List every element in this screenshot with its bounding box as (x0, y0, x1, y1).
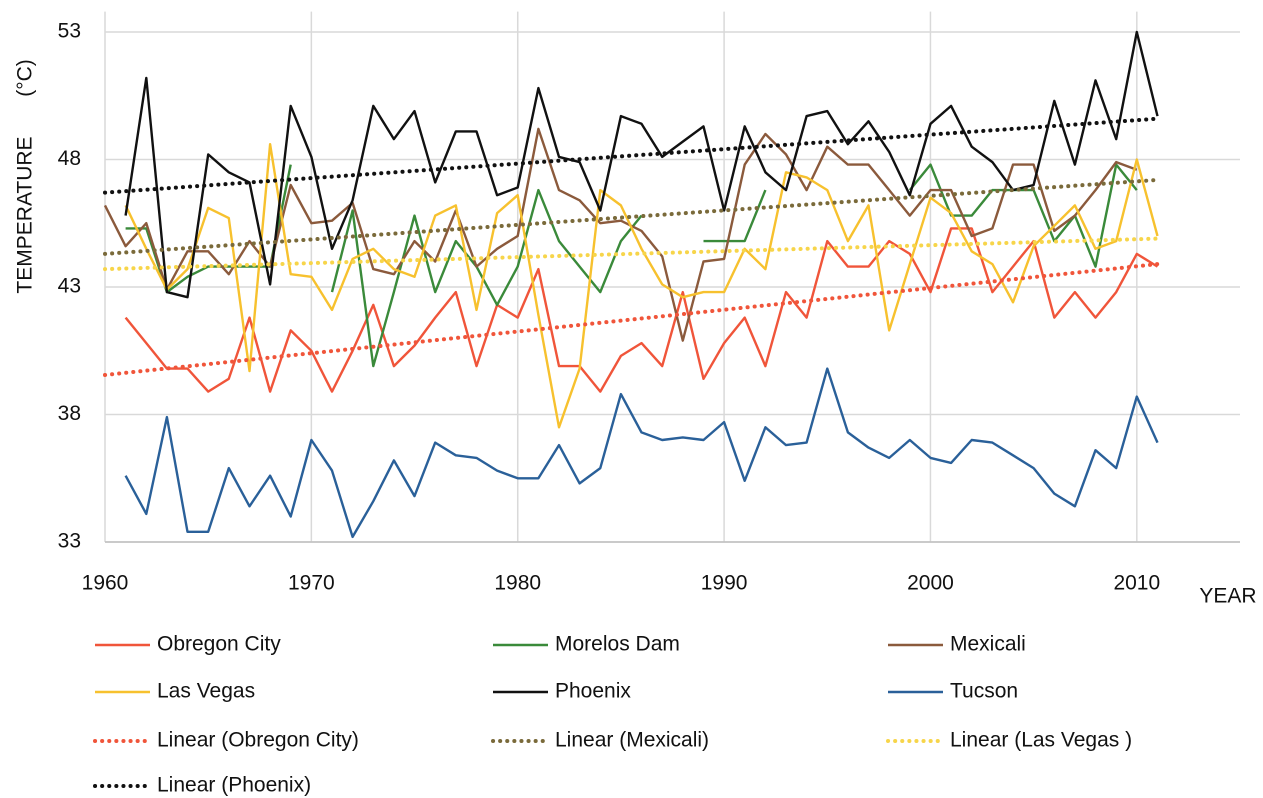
y-tick-label: 38 (58, 402, 81, 425)
series-line (124, 143, 1159, 429)
x-tick-label: 1960 (82, 572, 129, 595)
trend-line (103, 262, 1160, 377)
y-tick-label: 53 (58, 20, 81, 43)
x-axis-label: YEAR (1199, 585, 1256, 608)
legend-label: Mexicali (950, 633, 1026, 656)
legend-label: Tucson (950, 680, 1018, 703)
series-line (125, 163, 1138, 368)
y-tick-label: 43 (58, 275, 81, 298)
trend-line (103, 236, 1160, 272)
series-line (124, 227, 1159, 393)
legend-label: Linear (Phoenix) (157, 774, 311, 797)
series-line (103, 127, 1138, 342)
y-axis-unit: (°C) (14, 59, 37, 97)
legend-label: Linear (Las Vegas ) (950, 729, 1132, 752)
trend-line (103, 177, 1160, 256)
trend-line (103, 116, 1160, 195)
x-tick-label: 1970 (288, 572, 335, 595)
legend-label: Obregon City (157, 633, 281, 656)
x-tick-label: 1990 (701, 572, 748, 595)
series-line (124, 30, 1159, 299)
legend-label: Linear (Mexicali) (555, 729, 709, 752)
legend-label: Morelos Dam (555, 633, 680, 656)
y-axis-label: TEMPERATURE (14, 136, 37, 293)
x-tick-label: 1980 (494, 572, 541, 595)
legend-label: Phoenix (555, 680, 631, 703)
legend-label: Linear (Obregon City) (157, 729, 359, 752)
x-tick-label: 2010 (1113, 572, 1160, 595)
y-tick-label: 48 (58, 147, 81, 170)
series-line (124, 367, 1159, 539)
legend-label: Las Vegas (157, 680, 255, 703)
x-tick-label: 2000 (907, 572, 954, 595)
y-tick-label: 33 (58, 530, 81, 553)
